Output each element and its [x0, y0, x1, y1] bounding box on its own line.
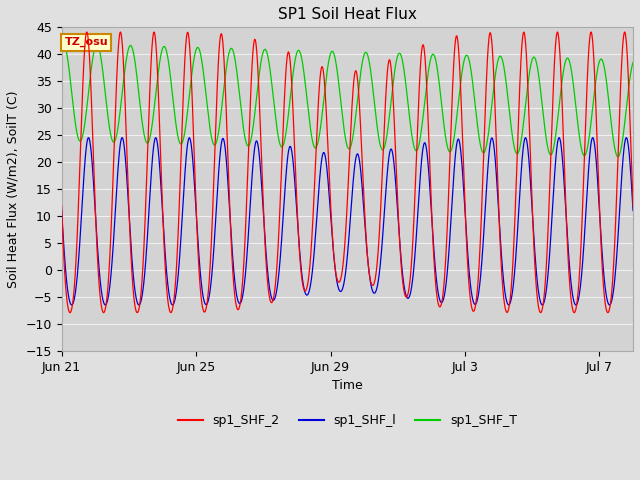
Text: TZ_osu: TZ_osu — [65, 37, 108, 47]
Legend: sp1_SHF_2, sp1_SHF_l, sp1_SHF_T: sp1_SHF_2, sp1_SHF_l, sp1_SHF_T — [173, 409, 522, 432]
X-axis label: Time: Time — [332, 379, 363, 392]
Y-axis label: Soil Heat Flux (W/m2), SoilT (C): Soil Heat Flux (W/m2), SoilT (C) — [7, 90, 20, 288]
Title: SP1 Soil Heat Flux: SP1 Soil Heat Flux — [278, 7, 417, 22]
